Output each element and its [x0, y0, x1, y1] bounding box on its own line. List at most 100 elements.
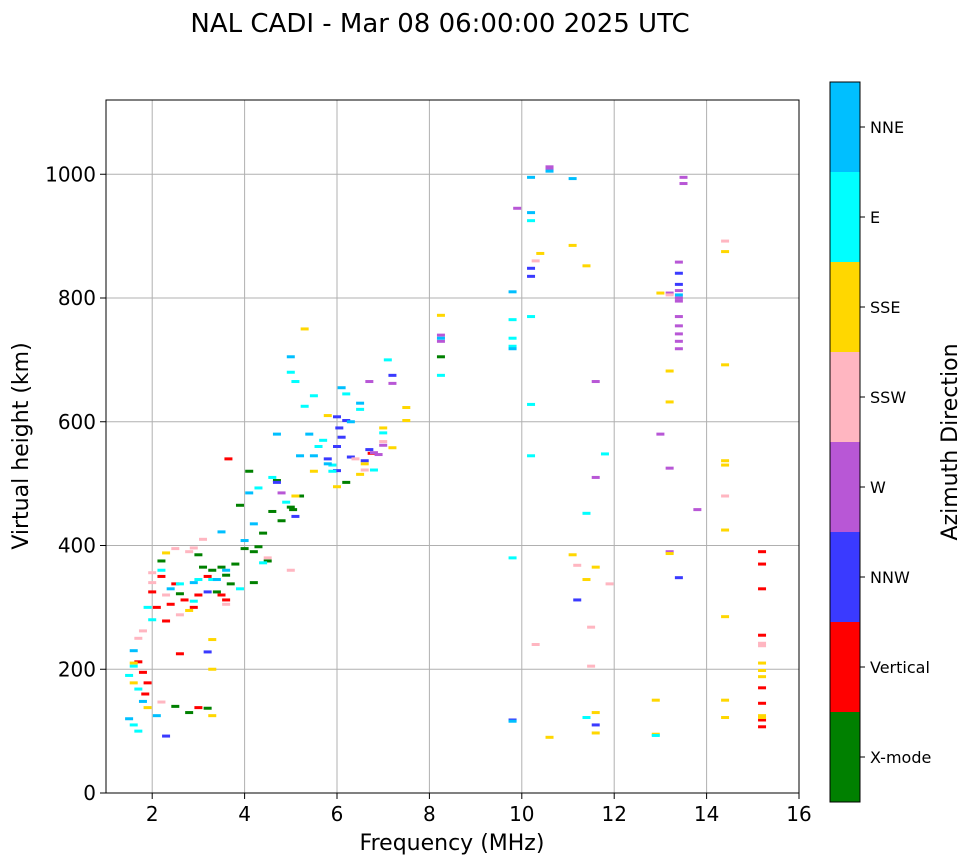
data-point [254, 545, 263, 549]
data-point [231, 562, 240, 566]
data-point [508, 347, 517, 351]
data-point [143, 605, 152, 609]
data-point [513, 206, 522, 210]
data-point [254, 486, 263, 490]
y-ticks: 0 200 400 600 800 1000 [45, 162, 106, 805]
data-point [277, 519, 286, 523]
series-nnw [162, 266, 683, 738]
data-point [224, 457, 233, 461]
data-point [674, 347, 683, 351]
data-point [305, 432, 314, 436]
data-point [582, 264, 591, 268]
data-point [342, 480, 351, 484]
data-point [369, 451, 378, 455]
data-point [665, 552, 674, 556]
x-tick-label: 16 [786, 802, 811, 826]
data-point [208, 578, 217, 582]
data-point [758, 716, 767, 720]
colorbar-segment [830, 712, 860, 802]
data-point [587, 664, 596, 668]
data-point [199, 537, 208, 541]
colorbar-tick-label: E [870, 208, 880, 227]
data-point [212, 590, 221, 594]
data-point [721, 698, 730, 702]
colorbar-tick-label: W [870, 478, 886, 497]
data-point [203, 650, 212, 654]
data-point [436, 333, 445, 337]
data-point [166, 602, 175, 606]
data-point [674, 282, 683, 286]
colorbar-tick-label: NNE [870, 118, 904, 137]
x-tick-label: 6 [331, 802, 344, 826]
data-point [138, 629, 147, 633]
data-point [289, 508, 298, 512]
data-point [333, 415, 341, 419]
data-point [651, 733, 660, 737]
data-point [129, 664, 138, 668]
series-vertical [134, 451, 767, 729]
data-point [388, 381, 397, 385]
data-point [208, 667, 217, 671]
data-point [721, 716, 730, 720]
data-point [568, 553, 577, 557]
data-point [259, 561, 268, 565]
data-point [125, 673, 134, 677]
data-point [508, 719, 517, 723]
data-point [758, 718, 767, 722]
x-ticks: 2 4 6 8 10 12 14 16 [146, 793, 812, 826]
data-point [249, 581, 258, 585]
data-point [360, 468, 369, 472]
x-tick-label: 14 [694, 802, 719, 826]
data-point [185, 711, 194, 715]
data-point [758, 686, 767, 690]
data-point [222, 573, 231, 577]
data-point [527, 266, 536, 270]
data-point [189, 605, 198, 609]
grid-lines [106, 100, 799, 793]
data-point [582, 716, 591, 720]
data-point [721, 528, 730, 532]
colorbar: X-mode Vertical NNW W SSW SSE E NNE [829, 81, 931, 803]
data-point [152, 605, 161, 609]
colorbar-tick-label: SSE [870, 298, 900, 317]
data-point [226, 582, 235, 586]
data-point [369, 468, 378, 472]
data-point [379, 440, 388, 444]
data-point [134, 687, 143, 691]
data-point [189, 546, 198, 550]
data-point [157, 568, 166, 572]
data-point [545, 165, 554, 169]
data-point [185, 608, 194, 612]
colorbar-segment [830, 622, 860, 712]
data-point [591, 723, 600, 727]
data-point [194, 553, 203, 557]
data-point [249, 550, 258, 554]
data-point [674, 293, 683, 297]
data-point [143, 706, 152, 710]
data-point [656, 291, 665, 295]
data-point [291, 494, 300, 498]
data-point [508, 318, 517, 322]
data-point [721, 494, 730, 498]
data-point [582, 511, 591, 515]
data-point [171, 582, 180, 586]
data-point [134, 660, 143, 664]
data-point [536, 251, 545, 255]
colorbar-tick-label: SSW [870, 388, 906, 407]
x-axis-label: Frequency (MHz) [360, 831, 545, 856]
data-point [162, 593, 171, 597]
data-point [300, 327, 309, 331]
data-point [758, 668, 767, 672]
data-point [286, 505, 295, 509]
data-point [203, 590, 212, 594]
data-point [272, 480, 281, 484]
data-point [600, 452, 609, 456]
data-point [148, 571, 157, 575]
chart-title: NAL CADI - Mar 08 06:00:00 2025 UTC [190, 9, 689, 39]
data-point [286, 370, 295, 374]
data-point [758, 725, 767, 729]
data-point [568, 243, 577, 247]
data-point [383, 358, 392, 362]
data-point [674, 332, 683, 336]
data-point [436, 336, 445, 340]
